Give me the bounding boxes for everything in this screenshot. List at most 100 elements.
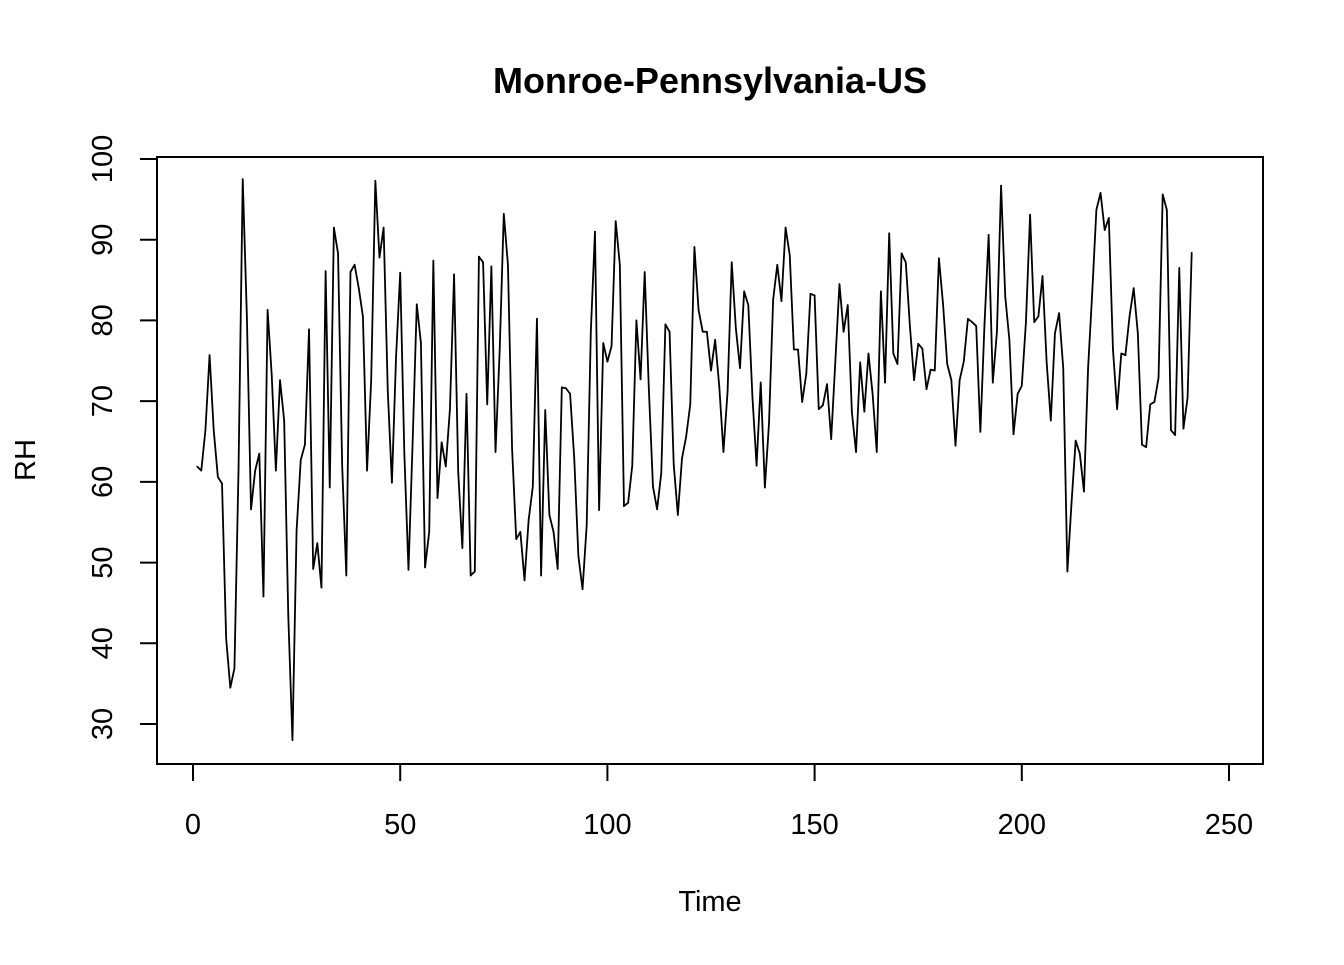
data-point	[668, 330, 671, 333]
data-point	[884, 381, 886, 384]
data-point	[921, 347, 924, 350]
data-point	[784, 226, 787, 229]
data-point	[556, 568, 559, 570]
data-point	[532, 485, 534, 488]
data-point	[677, 514, 679, 516]
data-point	[1095, 209, 1098, 211]
data-point	[1166, 209, 1168, 211]
data-point	[904, 261, 907, 264]
data-point	[478, 255, 480, 258]
data-point	[1153, 401, 1156, 403]
data-point	[287, 615, 290, 618]
data-point	[482, 261, 484, 264]
data-point	[353, 263, 356, 266]
data-point	[764, 486, 766, 489]
data-point	[1041, 275, 1044, 277]
data-point	[225, 637, 227, 640]
data-point	[544, 409, 547, 411]
data-point	[1116, 408, 1118, 411]
x-tick-label: 250	[1205, 809, 1253, 841]
data-point	[1137, 332, 1139, 335]
data-point	[735, 327, 737, 330]
data-point	[1174, 434, 1176, 436]
data-point	[594, 230, 596, 233]
data-point	[1000, 184, 1002, 187]
chart-title: Monroe-Pennsylvania-US	[493, 60, 927, 101]
data-point	[436, 497, 439, 499]
data-point	[664, 323, 667, 326]
data-point	[275, 469, 277, 472]
data-point	[730, 261, 733, 264]
data-point	[577, 555, 580, 557]
data-point	[507, 263, 509, 266]
data-point	[1124, 354, 1127, 356]
data-point	[1141, 443, 1143, 446]
data-point	[635, 319, 638, 322]
data-point	[979, 431, 982, 433]
data-point	[1050, 419, 1052, 422]
data-point	[793, 348, 795, 351]
data-point	[1070, 502, 1073, 504]
data-point	[498, 350, 501, 352]
data-point	[382, 226, 385, 229]
y-axis-label: RH	[10, 439, 42, 481]
data-point	[1066, 570, 1069, 573]
data-point	[1045, 361, 1048, 364]
data-point	[747, 304, 750, 306]
data-point	[1186, 397, 1189, 399]
y-tick-label: 40	[87, 627, 119, 659]
data-point	[909, 325, 911, 327]
data-point	[565, 387, 567, 390]
x-axis: 0 50 100 150 200 250	[185, 763, 1253, 841]
data-point	[241, 178, 244, 180]
data-point	[465, 393, 468, 395]
data-point	[444, 465, 447, 468]
data-point	[967, 318, 969, 320]
data-point	[838, 283, 841, 285]
data-point	[780, 300, 783, 302]
data-point	[1058, 312, 1060, 314]
data-point	[295, 529, 298, 532]
data-point	[996, 330, 998, 333]
data-point	[204, 429, 207, 432]
data-point	[701, 330, 704, 333]
data-point	[569, 393, 571, 395]
data-point	[233, 667, 236, 670]
data-point	[461, 547, 464, 549]
data-point	[772, 298, 774, 301]
data-point	[548, 514, 551, 516]
data-point	[672, 463, 675, 465]
data-point	[511, 447, 513, 450]
data-point	[1120, 352, 1123, 355]
data-point	[1012, 433, 1015, 436]
data-point	[822, 404, 824, 406]
data-point	[958, 379, 961, 381]
data-point	[987, 234, 990, 236]
data-point	[312, 568, 314, 570]
data-point	[424, 566, 426, 569]
data-point	[946, 363, 949, 365]
data-point	[739, 367, 741, 369]
data-point	[196, 465, 198, 468]
data-point	[1182, 427, 1185, 430]
data-point	[652, 485, 654, 488]
data-point	[867, 352, 870, 355]
data-point	[610, 345, 613, 348]
data-point	[1033, 321, 1036, 323]
data-point	[469, 574, 472, 577]
data-point	[440, 441, 443, 444]
data-point	[320, 586, 323, 589]
data-point	[1178, 267, 1181, 269]
data-point	[386, 389, 389, 392]
data-point	[751, 396, 754, 398]
data-point	[345, 574, 348, 577]
data-point	[896, 363, 899, 365]
data-point	[714, 339, 716, 341]
data-point	[208, 354, 211, 356]
data-point	[706, 330, 708, 333]
data-point	[1161, 193, 1164, 196]
data-point	[623, 505, 625, 507]
data-point	[1103, 229, 1106, 231]
